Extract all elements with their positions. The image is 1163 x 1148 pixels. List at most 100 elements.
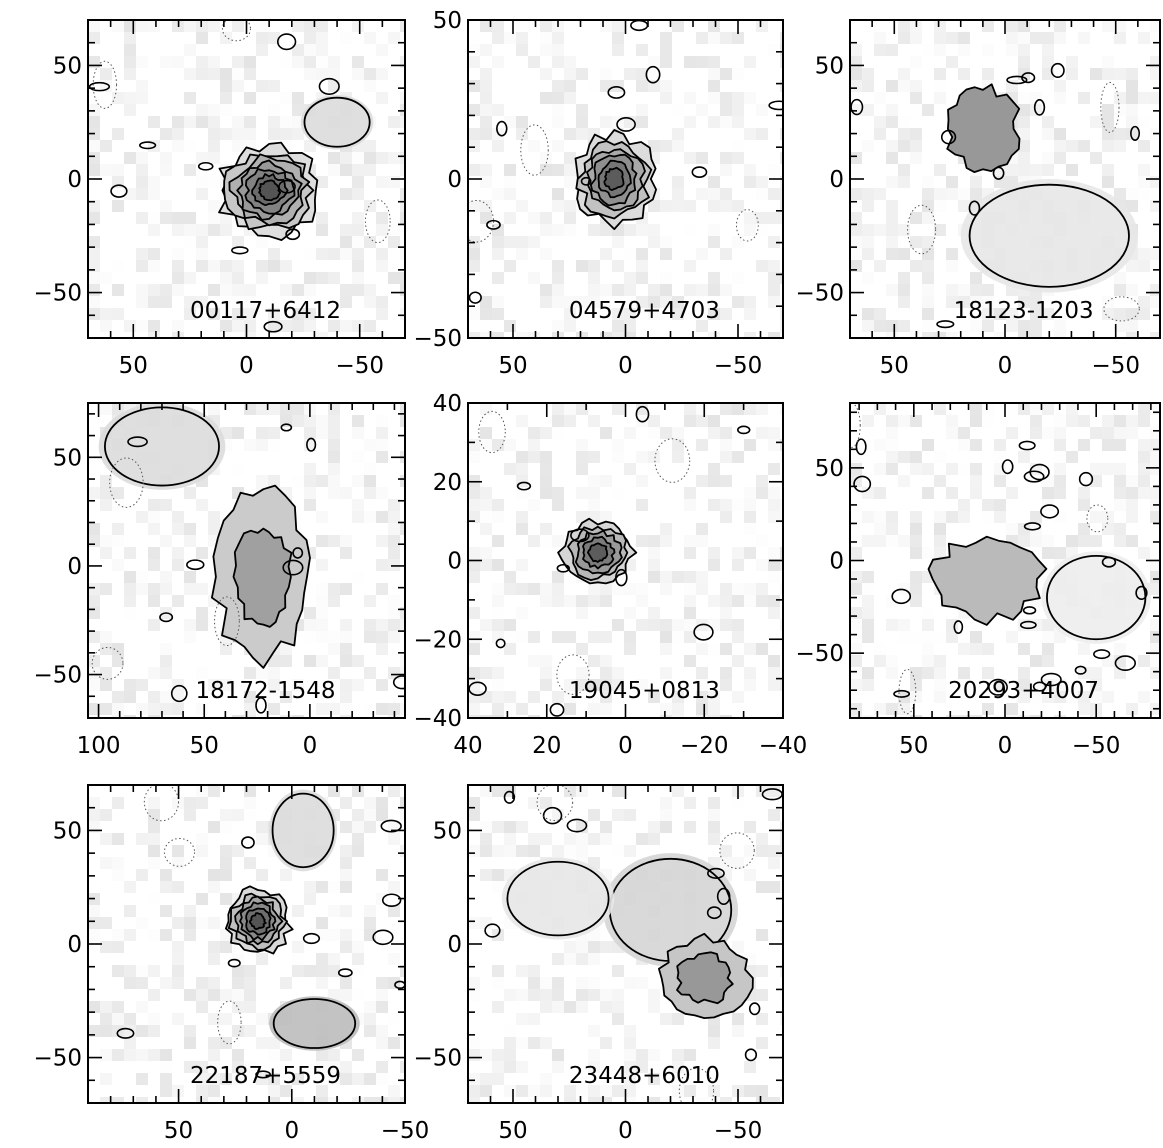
noise-pixel — [1018, 152, 1030, 164]
noise-pixel — [612, 785, 624, 797]
noise-pixel — [1018, 523, 1030, 535]
noise-pixel — [1030, 332, 1042, 338]
noise-pixel — [600, 475, 612, 487]
noise-pixel — [196, 667, 208, 679]
noise-pixel — [328, 475, 340, 487]
noise-pixel — [540, 451, 552, 463]
noise-pixel — [696, 475, 708, 487]
y-tick-label: 0 — [67, 932, 82, 958]
noise-pixel — [504, 691, 516, 703]
noise-pixel — [468, 989, 480, 1001]
noise-pixel — [756, 20, 768, 32]
noise-pixel — [376, 224, 388, 236]
noise-pixel — [220, 643, 232, 655]
noise-pixel — [504, 164, 516, 176]
noise-pixel — [648, 1097, 660, 1103]
noise-pixel — [910, 260, 922, 272]
noise-pixel — [1114, 140, 1126, 152]
noise-pixel — [208, 308, 220, 320]
noise-pixel — [1042, 403, 1054, 415]
noise-pixel — [480, 44, 492, 56]
noise-pixel — [196, 845, 208, 857]
noise-pixel — [244, 284, 256, 296]
x-tick-label: 0 — [618, 733, 633, 759]
noise-pixel — [588, 80, 600, 92]
noise-pixel — [684, 535, 696, 547]
noise-pixel — [780, 1013, 783, 1025]
noise-contour — [197, 161, 214, 171]
noise-pixel — [256, 821, 268, 833]
noise-pixel — [292, 953, 304, 965]
noise-pixel — [958, 427, 970, 439]
noise-pixel — [220, 1037, 232, 1049]
x-tick-label: 20 — [532, 733, 561, 759]
noise-pixel — [564, 631, 576, 643]
noise-pixel — [1006, 715, 1018, 718]
noise-pixel — [552, 44, 564, 56]
noise-pixel — [708, 200, 720, 212]
noise-pixel — [660, 583, 672, 595]
noise-pixel — [1138, 655, 1150, 667]
noise-pixel — [516, 1085, 528, 1097]
contour-level-7 — [258, 179, 282, 202]
noise-pixel — [148, 989, 160, 1001]
noise-pixel — [624, 643, 636, 655]
noise-pixel — [732, 224, 744, 236]
noise-contour — [170, 684, 188, 703]
noise-pixel — [316, 619, 328, 631]
noise-pixel — [600, 631, 612, 643]
noise-pixel — [970, 188, 982, 200]
noise-pixel — [696, 523, 708, 535]
noise-pixel — [480, 619, 492, 631]
noise-pixel — [208, 511, 220, 523]
noise-contour — [516, 481, 532, 491]
noise-pixel — [184, 92, 196, 104]
noise-pixel — [1042, 427, 1054, 439]
noise-pixel — [1090, 535, 1102, 547]
source-label: 18172-1548 — [196, 678, 336, 704]
noise-pixel — [480, 845, 492, 857]
noise-pixel — [340, 320, 352, 332]
axis-ticks — [87, 19, 406, 339]
noise-contour — [580, 176, 592, 186]
noise-pixel — [268, 320, 280, 332]
noise-pixel — [1138, 164, 1150, 176]
noise-pixel — [600, 224, 612, 236]
noise-pixel — [292, 104, 304, 116]
noise-pixel — [480, 559, 492, 571]
noise-pixel — [552, 272, 564, 284]
noise-pixel — [528, 715, 540, 718]
noise-pixel — [862, 571, 874, 583]
noise-pixel — [780, 511, 783, 523]
contour-level-2 — [232, 527, 293, 628]
noise-pixel — [624, 308, 636, 320]
noise-pixel — [612, 403, 624, 415]
noise-pixel — [576, 128, 588, 140]
y-tick-label: 40 — [433, 391, 462, 417]
noise-pixel — [1126, 511, 1138, 523]
noise-pixel — [576, 451, 588, 463]
noise-pixel — [756, 881, 768, 893]
noise-pixel — [136, 248, 148, 260]
noise-pixel — [588, 953, 600, 965]
noise-contour — [255, 1070, 272, 1079]
noise-pixel — [232, 20, 244, 32]
noise-pixel — [552, 631, 564, 643]
noise-pixel — [732, 92, 744, 104]
noise-pixel — [672, 140, 684, 152]
noise-pixel — [88, 427, 100, 439]
noise-pixel — [400, 56, 405, 68]
noise-pixel — [1054, 80, 1066, 92]
noise-pixel — [504, 619, 516, 631]
noise-pixel — [850, 715, 862, 718]
noise-pixel — [492, 559, 504, 571]
noise-pixel — [756, 845, 768, 857]
noise-pixel — [982, 320, 994, 332]
noise-pixel — [232, 284, 244, 296]
noise-pixel — [684, 487, 696, 499]
noise-pixel — [708, 68, 720, 80]
noise-pixel — [588, 977, 600, 989]
noise-pixel — [850, 451, 862, 463]
noise-pixel — [780, 905, 783, 917]
noise-pixel — [112, 403, 124, 415]
